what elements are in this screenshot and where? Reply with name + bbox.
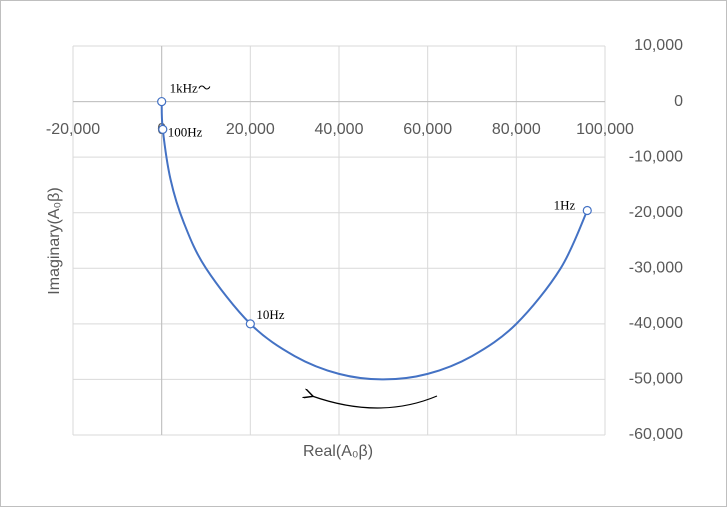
y-tick-label: 10,000 <box>634 37 683 54</box>
y-tick-label: 0 <box>674 93 683 110</box>
y-tick-label: -30,000 <box>629 260 683 277</box>
point-label: 1kHz～ <box>170 81 211 96</box>
curve <box>160 101 589 381</box>
point <box>582 205 592 216</box>
y-tick-label: -40,000 <box>629 315 683 332</box>
point <box>158 124 168 134</box>
point-label: 100Hz <box>168 124 203 139</box>
point <box>245 319 255 329</box>
x-tick-label: 40,000 <box>315 121 364 138</box>
y-tick-label: -20,000 <box>629 204 683 221</box>
x-tick-label: 20,000 <box>226 121 275 138</box>
point-label: 1Hz <box>554 197 576 212</box>
x-axis-title: Real(A₀β) <box>303 443 373 460</box>
point <box>157 96 167 107</box>
x-tick-label: -20,000 <box>46 121 100 138</box>
x-tick-label: 60,000 <box>403 121 452 138</box>
y-tick-label: -60,000 <box>629 426 683 443</box>
direction-arrow <box>312 396 438 409</box>
y-axis-title: Imaginary(A₀β) <box>46 187 63 294</box>
y-tick-label: -50,000 <box>629 371 683 388</box>
x-tick-label: 100,000 <box>576 121 634 138</box>
point-label: 10Hz <box>256 307 284 322</box>
y-tick-label: -10,000 <box>629 148 683 165</box>
x-tick-label: 80,000 <box>492 121 541 138</box>
